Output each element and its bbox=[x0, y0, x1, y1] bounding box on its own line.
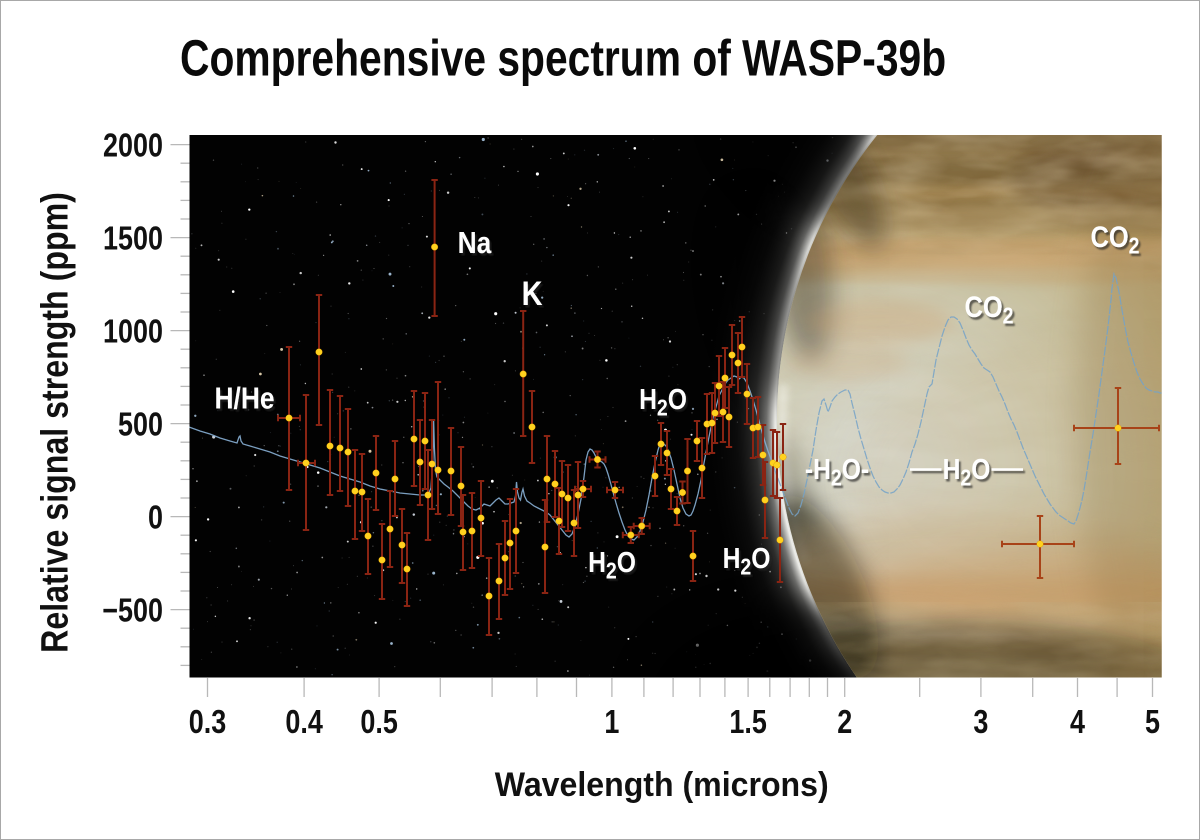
svg-text:CO2: CO2 bbox=[1090, 220, 1139, 259]
svg-text:1.5: 1.5 bbox=[729, 705, 766, 741]
svg-text:K: K bbox=[522, 274, 543, 313]
svg-text:1: 1 bbox=[604, 705, 619, 741]
svg-text:Wavelength (microns): Wavelength (microns) bbox=[495, 766, 829, 804]
svg-text:0.5: 0.5 bbox=[360, 705, 397, 741]
svg-text:1500: 1500 bbox=[103, 221, 163, 257]
svg-text:Relative signal strength (ppm): Relative signal strength (ppm) bbox=[34, 192, 76, 653]
svg-text:500: 500 bbox=[118, 407, 163, 443]
svg-text:0.3: 0.3 bbox=[189, 705, 226, 741]
svg-text:H2O: H2O bbox=[723, 542, 771, 580]
svg-text:Na: Na bbox=[458, 226, 493, 260]
svg-text:CO2: CO2 bbox=[964, 290, 1013, 329]
svg-text:-H2O-: -H2O- bbox=[805, 453, 869, 491]
svg-text:2: 2 bbox=[837, 705, 852, 741]
svg-text:H/He: H/He bbox=[214, 382, 274, 416]
svg-text:H2O: H2O bbox=[588, 546, 636, 584]
svg-text:5: 5 bbox=[1145, 705, 1160, 741]
svg-text:2000: 2000 bbox=[103, 128, 163, 164]
svg-text:3: 3 bbox=[973, 705, 988, 741]
svg-text:0.4: 0.4 bbox=[285, 705, 323, 741]
svg-text:H2O: H2O bbox=[943, 453, 991, 491]
svg-text:4: 4 bbox=[1070, 705, 1085, 741]
svg-text:H2O: H2O bbox=[639, 383, 687, 421]
svg-text:1000: 1000 bbox=[103, 314, 163, 350]
svg-text:Comprehensive spectrum of WASP: Comprehensive spectrum of WASP-39b bbox=[180, 29, 946, 86]
svg-text:−500: −500 bbox=[102, 593, 163, 629]
svg-text:0: 0 bbox=[148, 500, 163, 536]
